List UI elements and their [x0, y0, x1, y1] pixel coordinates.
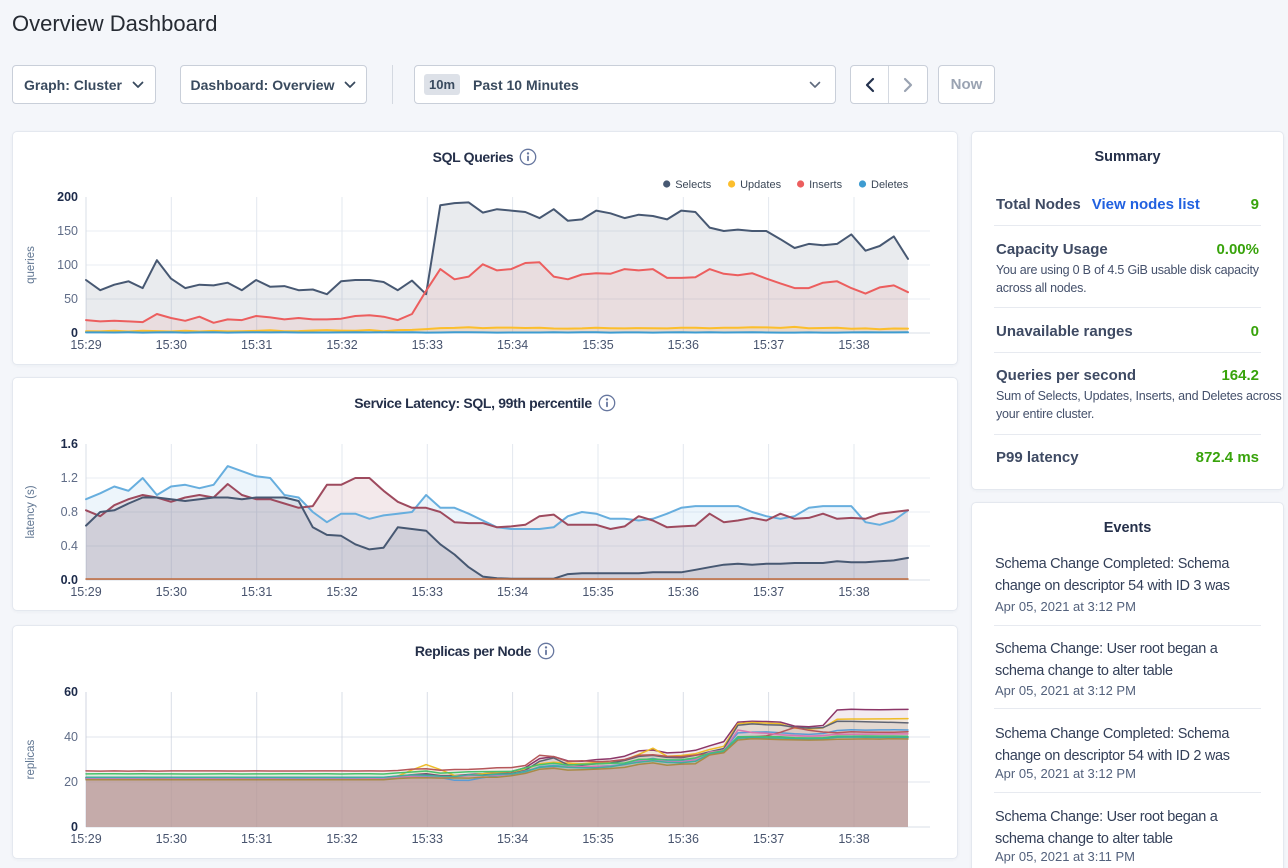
svg-text:15:30: 15:30 — [156, 585, 187, 599]
svg-text:15:33: 15:33 — [412, 338, 443, 352]
svg-text:15:29: 15:29 — [70, 832, 101, 846]
svg-text:100: 100 — [57, 258, 78, 272]
svg-text:15:35: 15:35 — [582, 338, 613, 352]
svg-text:15:36: 15:36 — [668, 832, 699, 846]
svg-text:15:34: 15:34 — [497, 832, 528, 846]
svg-text:0.4: 0.4 — [61, 539, 78, 553]
svg-text:replicas: replicas — [25, 739, 37, 779]
svg-text:15:31: 15:31 — [241, 832, 272, 846]
svg-text:15:37: 15:37 — [753, 832, 784, 846]
svg-text:15:33: 15:33 — [412, 832, 443, 846]
svg-text:Updates: Updates — [740, 179, 781, 191]
svg-text:latency (s): latency (s) — [25, 485, 37, 538]
svg-text:15:31: 15:31 — [241, 585, 272, 599]
svg-text:15:38: 15:38 — [838, 585, 869, 599]
svg-text:15:35: 15:35 — [582, 832, 613, 846]
svg-text:15:34: 15:34 — [497, 585, 528, 599]
svg-text:0: 0 — [71, 820, 78, 834]
svg-text:200: 200 — [57, 190, 78, 204]
svg-text:150: 150 — [57, 224, 78, 238]
svg-text:1.6: 1.6 — [61, 437, 78, 451]
svg-text:15:37: 15:37 — [753, 585, 784, 599]
svg-text:0.8: 0.8 — [61, 505, 78, 519]
svg-text:15:32: 15:32 — [326, 832, 357, 846]
svg-text:15:36: 15:36 — [668, 338, 699, 352]
svg-text:Deletes: Deletes — [871, 179, 909, 191]
svg-text:15:29: 15:29 — [70, 585, 101, 599]
svg-text:1.2: 1.2 — [61, 471, 78, 485]
svg-text:queries: queries — [25, 246, 37, 284]
svg-text:Selects: Selects — [675, 179, 712, 191]
svg-text:15:35: 15:35 — [582, 585, 613, 599]
svg-text:15:30: 15:30 — [156, 832, 187, 846]
svg-text:Inserts: Inserts — [809, 179, 843, 191]
svg-text:20: 20 — [64, 775, 78, 789]
svg-text:15:37: 15:37 — [753, 338, 784, 352]
svg-text:15:31: 15:31 — [241, 338, 272, 352]
svg-text:15:32: 15:32 — [326, 338, 357, 352]
svg-text:15:29: 15:29 — [70, 338, 101, 352]
svg-text:15:34: 15:34 — [497, 338, 528, 352]
svg-text:15:30: 15:30 — [156, 338, 187, 352]
svg-text:50: 50 — [64, 292, 78, 306]
svg-text:15:36: 15:36 — [668, 585, 699, 599]
svg-text:40: 40 — [64, 730, 78, 744]
svg-text:15:38: 15:38 — [838, 832, 869, 846]
svg-text:60: 60 — [64, 685, 78, 699]
svg-text:15:38: 15:38 — [838, 338, 869, 352]
svg-text:15:32: 15:32 — [326, 585, 357, 599]
svg-text:0.0: 0.0 — [61, 573, 78, 587]
svg-text:0: 0 — [71, 326, 78, 340]
svg-text:15:33: 15:33 — [412, 585, 443, 599]
